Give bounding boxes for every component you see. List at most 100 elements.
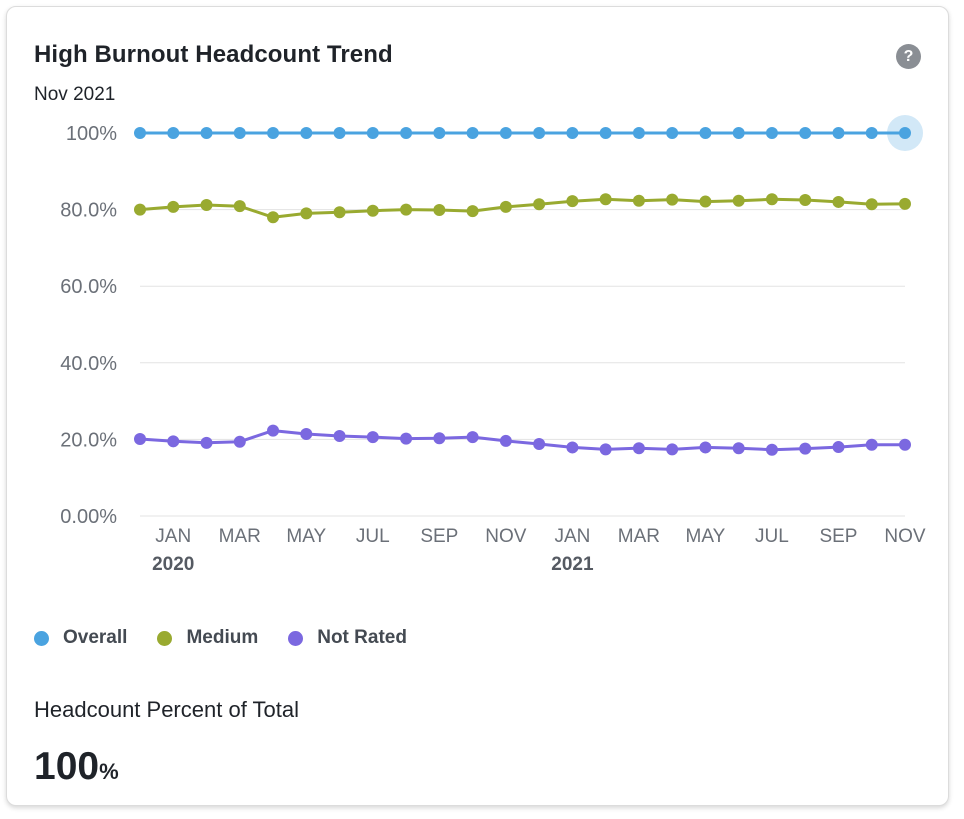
data-point-medium[interactable] xyxy=(732,194,745,207)
y-tick-label: 20.0% xyxy=(60,429,117,451)
x-axis-tick-labels: JAN 2020 MAR MAY JUL SEP NOV JAN 2021 MAR MAY JUL SE… xyxy=(152,526,926,575)
data-point-overall[interactable] xyxy=(732,127,745,139)
x-tick-label: JAN xyxy=(155,526,191,547)
data-point-not-rated[interactable] xyxy=(533,437,546,450)
x-tick-label: MAY xyxy=(286,526,326,547)
data-point-not-rated[interactable] xyxy=(699,441,712,454)
data-point-medium[interactable] xyxy=(466,205,479,218)
data-point-medium[interactable] xyxy=(865,198,878,211)
data-point-overall[interactable] xyxy=(599,127,612,139)
x-tick-year-label: 2021 xyxy=(551,554,594,575)
data-point-medium[interactable] xyxy=(666,193,679,206)
data-point-overall[interactable] xyxy=(765,127,778,139)
data-point-not-rated[interactable] xyxy=(566,441,579,454)
data-point-not-rated[interactable] xyxy=(267,424,280,437)
data-point-not-rated[interactable] xyxy=(466,431,479,444)
legend-label-overall: Overall xyxy=(63,627,128,648)
data-point-not-rated[interactable] xyxy=(366,431,379,444)
x-tick-label: JAN xyxy=(554,526,590,547)
data-point-overall[interactable] xyxy=(899,127,911,139)
data-point-overall[interactable] xyxy=(333,127,346,139)
data-point-not-rated[interactable] xyxy=(134,433,146,446)
data-point-medium[interactable] xyxy=(433,203,446,216)
legend-item-overall[interactable]: Overall xyxy=(34,627,127,649)
data-point-not-rated[interactable] xyxy=(899,438,911,451)
data-point-medium[interactable] xyxy=(699,195,712,208)
x-tick-label: JUL xyxy=(755,526,789,547)
data-point-overall[interactable] xyxy=(666,127,679,139)
data-point-not-rated[interactable] xyxy=(167,435,180,448)
data-point-not-rated[interactable] xyxy=(632,442,645,455)
data-point-not-rated[interactable] xyxy=(400,432,413,445)
data-point-overall[interactable] xyxy=(366,127,379,139)
data-point-not-rated[interactable] xyxy=(732,442,745,455)
data-point-medium[interactable] xyxy=(267,211,280,224)
burnout-trend-card: High Burnout Headcount Trend Nov 2021 ? … xyxy=(6,6,949,806)
legend-swatch-medium xyxy=(157,630,173,646)
data-point-medium[interactable] xyxy=(533,198,546,211)
data-point-overall[interactable] xyxy=(632,127,645,139)
x-tick-year-label: 2020 xyxy=(152,554,194,575)
data-point-not-rated[interactable] xyxy=(233,435,246,448)
data-point-medium[interactable] xyxy=(333,206,346,219)
data-point-medium[interactable] xyxy=(832,195,845,208)
data-point-overall[interactable] xyxy=(233,127,246,139)
data-point-not-rated[interactable] xyxy=(599,443,612,456)
data-point-overall[interactable] xyxy=(267,127,280,139)
data-point-overall[interactable] xyxy=(167,127,180,139)
grid-lines xyxy=(140,132,905,517)
data-point-not-rated[interactable] xyxy=(832,441,845,454)
data-point-not-rated[interactable] xyxy=(799,442,812,455)
legend-item-medium[interactable]: Medium xyxy=(157,627,258,649)
data-point-medium[interactable] xyxy=(799,194,812,207)
data-point-medium[interactable] xyxy=(134,203,146,216)
data-point-overall[interactable] xyxy=(134,127,146,139)
data-point-medium[interactable] xyxy=(400,203,413,216)
data-point-not-rated[interactable] xyxy=(499,434,512,447)
data-point-medium[interactable] xyxy=(300,207,313,220)
data-point-medium[interactable] xyxy=(765,193,778,206)
x-tick-label: MAR xyxy=(219,526,261,547)
data-point-overall[interactable] xyxy=(466,127,479,139)
y-tick-label: 0.00% xyxy=(60,506,117,528)
data-point-overall[interactable] xyxy=(832,127,845,139)
data-point-not-rated[interactable] xyxy=(333,429,346,442)
data-point-overall[interactable] xyxy=(799,127,812,139)
data-point-overall[interactable] xyxy=(699,127,712,139)
card-title: High Burnout Headcount Trend xyxy=(34,41,393,68)
data-point-overall[interactable] xyxy=(566,127,579,139)
data-point-overall[interactable] xyxy=(200,127,213,139)
data-point-overall[interactable] xyxy=(499,127,512,139)
data-point-not-rated[interactable] xyxy=(300,428,313,441)
legend-swatch-not-rated xyxy=(288,630,304,646)
data-point-medium[interactable] xyxy=(167,200,180,213)
data-point-medium[interactable] xyxy=(366,204,379,217)
x-tick-label: JUL xyxy=(356,526,390,547)
data-point-medium[interactable] xyxy=(233,200,246,213)
data-point-not-rated[interactable] xyxy=(433,432,446,445)
data-point-overall[interactable] xyxy=(300,127,313,139)
data-point-overall[interactable] xyxy=(400,127,413,139)
metric-value: 100% xyxy=(34,745,119,797)
data-point-not-rated[interactable] xyxy=(666,443,679,456)
data-point-medium[interactable] xyxy=(599,193,612,206)
data-point-not-rated[interactable] xyxy=(865,438,878,451)
legend-item-not-rated[interactable]: Not Rated xyxy=(288,627,407,649)
data-point-not-rated[interactable] xyxy=(200,436,213,449)
data-point-not-rated[interactable] xyxy=(765,443,778,456)
data-point-overall[interactable] xyxy=(433,127,446,139)
card-subtitle: Nov 2021 xyxy=(34,84,116,105)
data-point-medium[interactable] xyxy=(899,197,911,210)
legend-label-medium: Medium xyxy=(186,627,259,648)
data-point-medium[interactable] xyxy=(200,199,213,212)
data-point-medium[interactable] xyxy=(499,200,512,213)
data-point-overall[interactable] xyxy=(865,127,878,139)
legend-swatch-overall xyxy=(34,630,49,646)
data-point-medium[interactable] xyxy=(632,194,645,207)
series-overall xyxy=(134,115,923,151)
data-point-overall[interactable] xyxy=(533,127,546,139)
x-tick-label: MAR xyxy=(618,526,660,547)
data-point-medium[interactable] xyxy=(566,195,579,208)
help-icon[interactable]: ? xyxy=(896,44,921,69)
x-tick-label: SEP xyxy=(819,526,857,547)
